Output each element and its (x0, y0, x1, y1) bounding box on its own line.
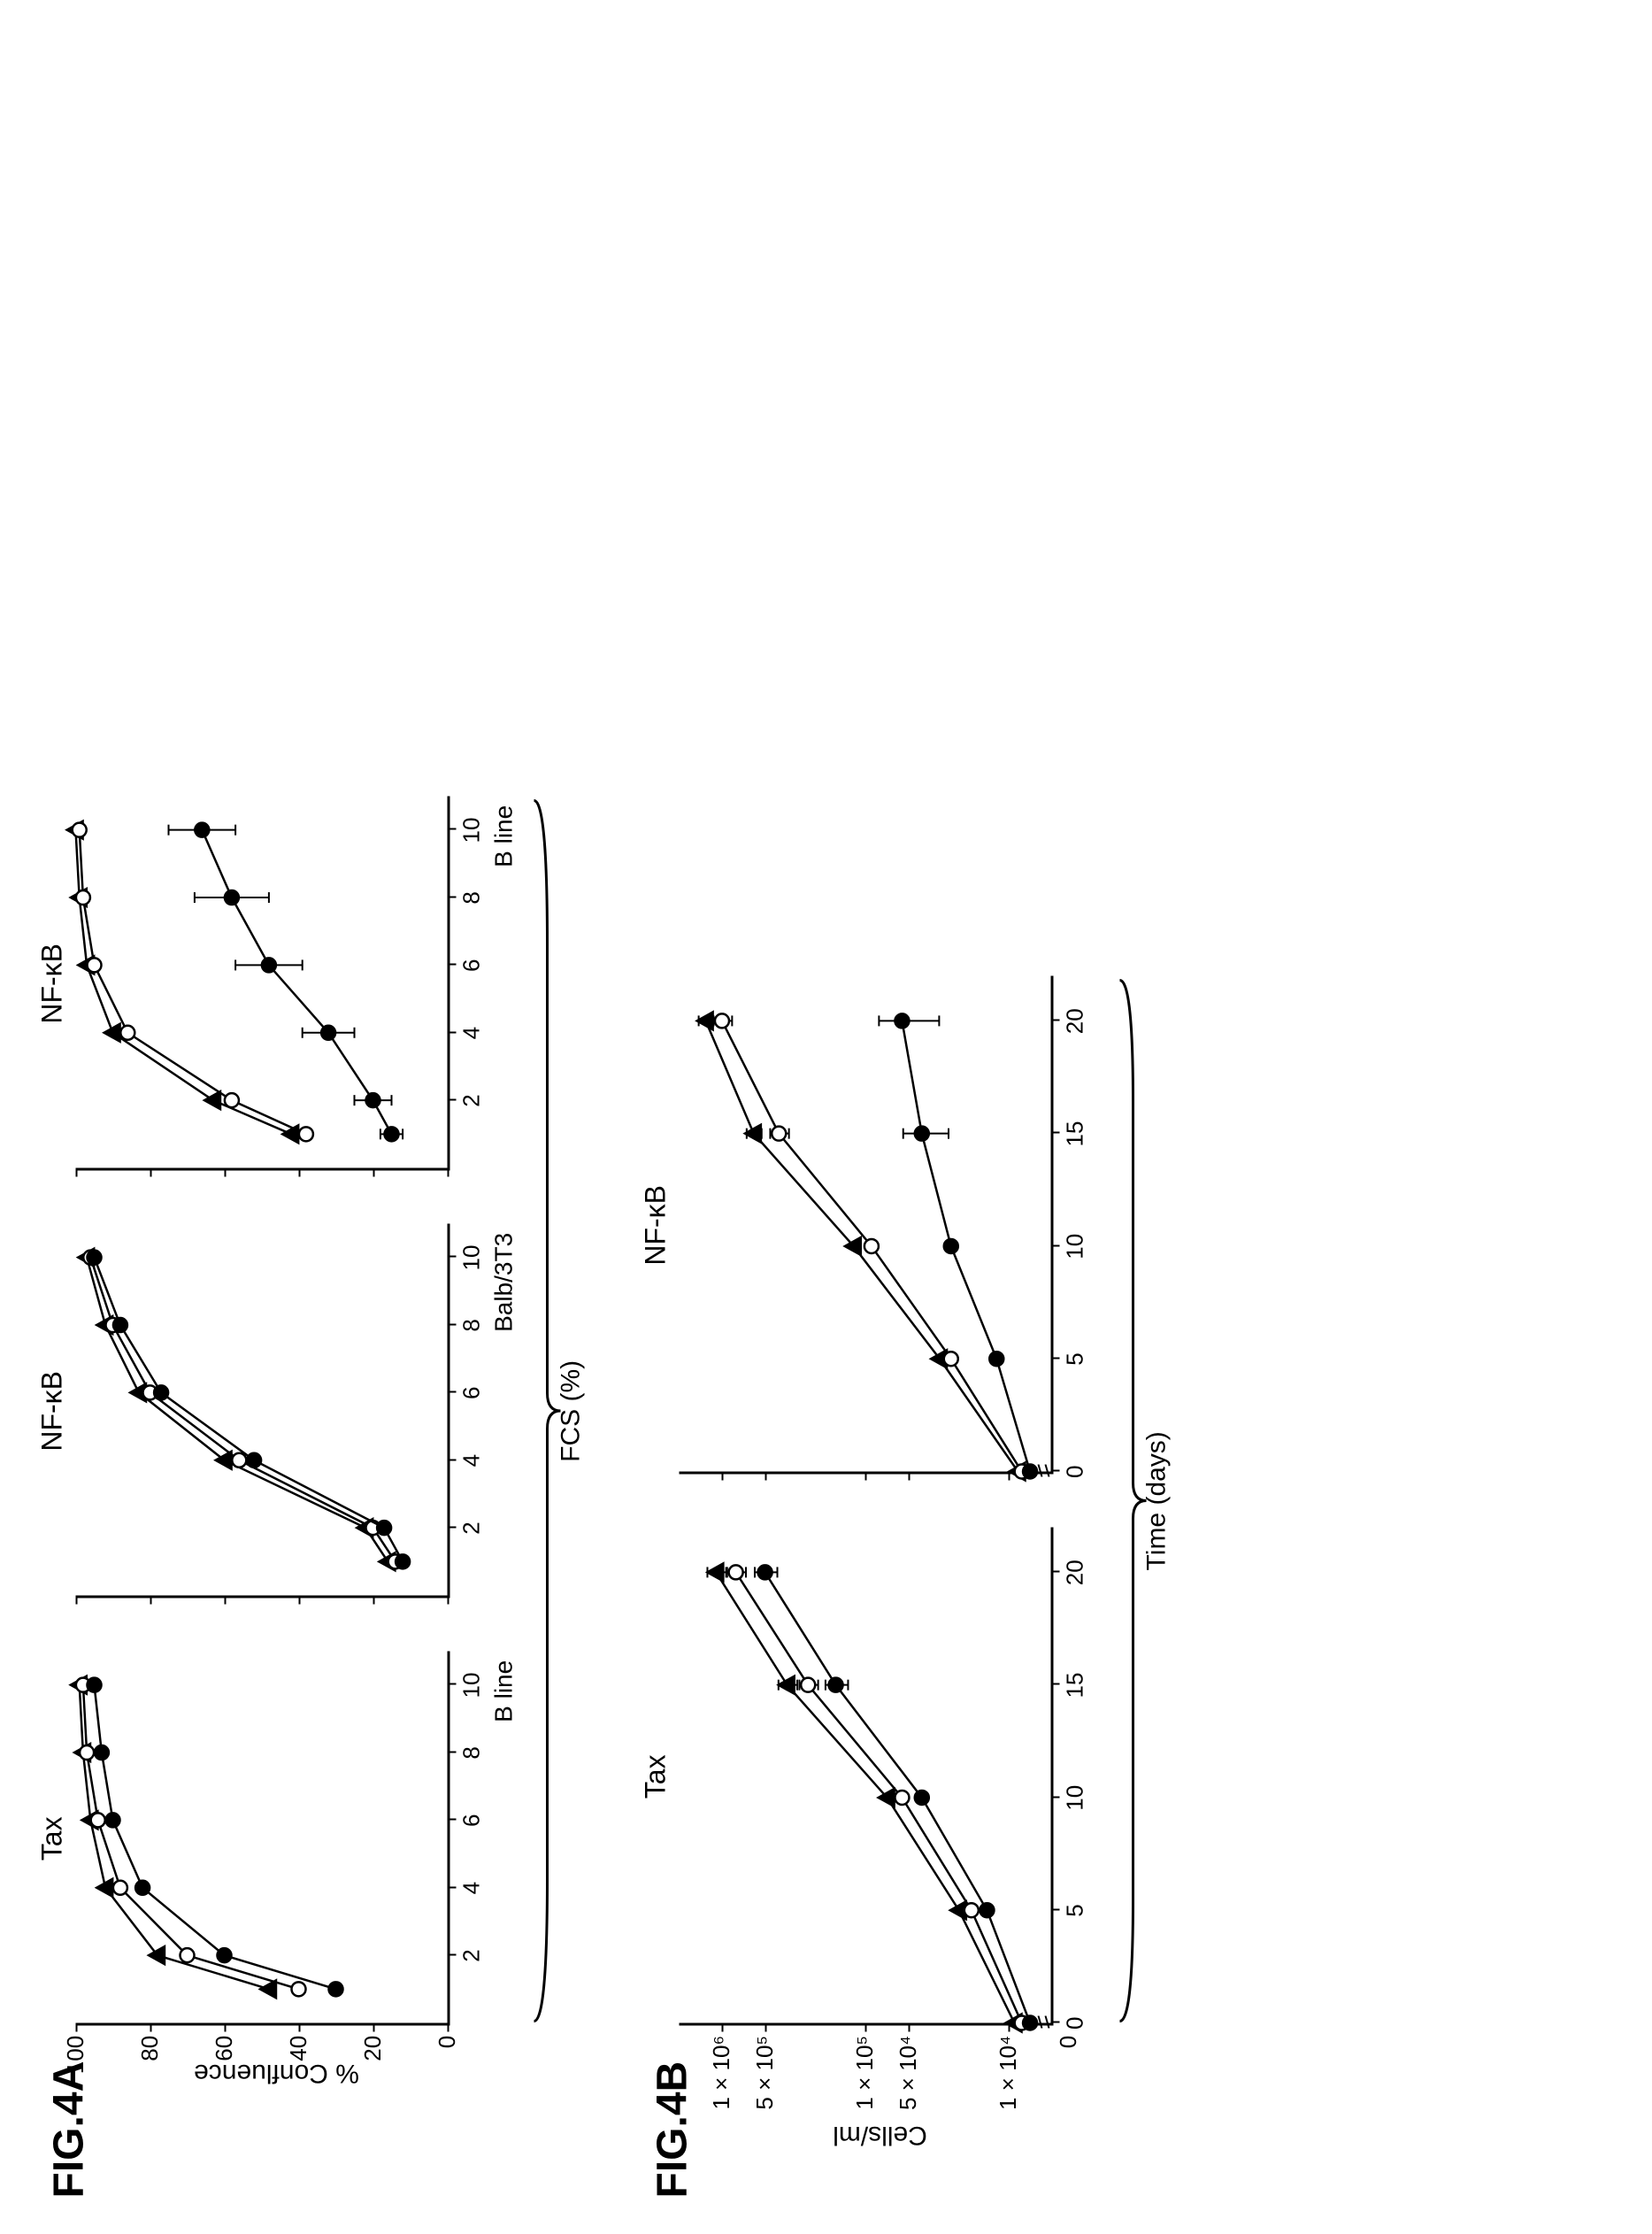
xtick-label: 8 (458, 1746, 486, 1759)
panel-title: NF-κB (36, 1224, 69, 1598)
ytick-label: 1 × 10⁶ (708, 2036, 735, 2110)
xlabel-4b: Time (days) (1142, 976, 1172, 2026)
xlabel-4a: FCS (%) (557, 797, 587, 2026)
panel: NF-κB246810Balb/3T3 (36, 1224, 450, 1598)
xtick-label: 4 (458, 1027, 486, 1039)
xtick-label: 2 (458, 1521, 486, 1534)
plot-area: 246810B line (76, 797, 450, 1171)
xtick-label: 10 (1062, 1785, 1089, 1811)
plot-area: 020406080100% Confluence246810B line (76, 1652, 450, 2026)
plot-area: 246810Balb/3T3 (76, 1224, 450, 1598)
ytick-label: 0 (434, 2036, 461, 2048)
ylabel: % Confluence (194, 2058, 359, 2088)
panel: Tax1 × 10⁴5 × 10⁴1 × 10⁵5 × 10⁵1 × 10⁶0C… (640, 1528, 1054, 2026)
panel-sublabel: Balb/3T3 (490, 1233, 519, 1332)
xtick-label: 8 (458, 891, 486, 904)
series-svg (76, 797, 448, 1168)
panels-4a: Tax020406080100% Confluence246810B lineN… (36, 797, 450, 2026)
xtick-label: 6 (458, 959, 486, 972)
figure-4a-body: Tax020406080100% Confluence246810B lineN… (36, 797, 587, 2026)
xtick-label: 10 (458, 1673, 486, 1699)
ytick-label: 0 (1055, 2036, 1082, 2048)
panel-title: Tax (36, 1652, 69, 2026)
panel: NF-κB246810B line (36, 797, 450, 1171)
panel-title: Tax (640, 1528, 672, 2026)
figure-label-4b: FIG.4B (649, 2061, 697, 2199)
series-svg (680, 976, 1051, 1472)
xtick-label: 10 (1062, 1234, 1089, 1260)
xtick-label: 6 (458, 1814, 486, 1827)
xtick-label: 2 (458, 1094, 486, 1106)
xtick-label: 8 (458, 1319, 486, 1331)
ytick-label: 5 × 10⁴ (895, 2036, 922, 2110)
xtick-label: 15 (1062, 1121, 1089, 1147)
panel-sublabel: B line (490, 1660, 519, 1722)
figure-4b-body: Tax1 × 10⁴5 × 10⁴1 × 10⁵5 × 10⁵1 × 10⁶0C… (640, 976, 1172, 2026)
figure-label-4a: FIG.4A (45, 2061, 94, 2199)
panel-sublabel: B line (490, 805, 519, 867)
xtick-label: 0 (1062, 2017, 1089, 2030)
series-svg (76, 1652, 448, 2023)
xtick-label: 0 (1062, 1466, 1089, 1478)
figure-4b: FIG.4B Tax1 × 10⁴5 × 10⁴1 × 10⁵5 × 10⁵1 … (640, 35, 1172, 2199)
ytick-label: 1 × 10⁴ (995, 2036, 1022, 2110)
xtick-label: 6 (458, 1387, 486, 1399)
ytick-label: 20 (359, 2036, 387, 2061)
xtick-label: 5 (1062, 1352, 1089, 1365)
panel-title: NF-κB (36, 797, 69, 1171)
xtick-label: 2 (458, 1949, 486, 1961)
ytick-label: 80 (136, 2036, 164, 2061)
xtick-label: 20 (1062, 1560, 1089, 1585)
panels-4b: Tax1 × 10⁴5 × 10⁴1 × 10⁵5 × 10⁵1 × 10⁶0C… (640, 976, 1054, 2026)
panel-title: NF-κB (640, 976, 672, 1475)
series-svg (680, 1528, 1051, 2023)
xtick-label: 4 (458, 1882, 486, 1894)
series-svg (76, 1224, 448, 1596)
xtick-label: 15 (1062, 1673, 1089, 1699)
ytick-label: 5 × 10⁵ (751, 2036, 779, 2110)
panel: Tax020406080100% Confluence246810B line (36, 1652, 450, 2026)
plot-area: 05101520 (680, 976, 1054, 1475)
xtick-label: 5 (1062, 1904, 1089, 1916)
xtick-label: 10 (458, 818, 486, 844)
panel: NF-κB05101520 (640, 976, 1054, 1475)
xtick-label: 4 (458, 1454, 486, 1467)
figure-4a: FIG.4A Tax020406080100% Confluence246810… (36, 35, 587, 2199)
ytick-label: 1 × 10⁵ (851, 2036, 879, 2110)
plot-area: 1 × 10⁴5 × 10⁴1 × 10⁵5 × 10⁵1 × 10⁶0Cell… (680, 1528, 1054, 2026)
ytick-label: 100 (62, 2036, 89, 2074)
ylabel: Cells/ml (833, 2120, 927, 2150)
xtick-label: 10 (458, 1245, 486, 1271)
xtick-label: 20 (1062, 1008, 1089, 1034)
